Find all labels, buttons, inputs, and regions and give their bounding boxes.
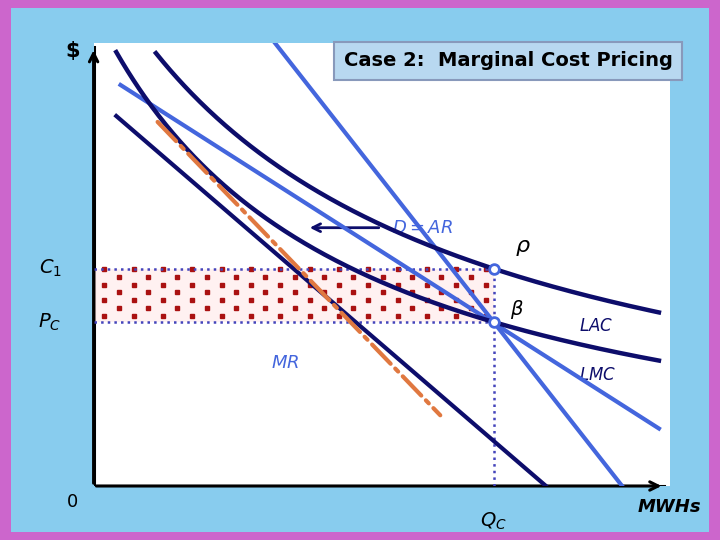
Text: $LMC$: $LMC$ xyxy=(579,366,616,384)
Text: $MR$: $MR$ xyxy=(271,354,300,372)
Text: MWHs: MWHs xyxy=(638,497,701,516)
Bar xyxy=(94,269,494,322)
Text: $C_1$: $C_1$ xyxy=(39,258,62,279)
Text: $P_C$: $P_C$ xyxy=(38,312,62,333)
Text: $\beta$: $\beta$ xyxy=(510,298,523,321)
Text: Case 2:  Marginal Cost Pricing: Case 2: Marginal Cost Pricing xyxy=(344,51,672,70)
Text: $LAC$: $LAC$ xyxy=(579,317,613,335)
Text: $D = AR$: $D = AR$ xyxy=(392,219,454,237)
Text: $\rho$: $\rho$ xyxy=(515,238,531,258)
Text: $: $ xyxy=(65,42,79,62)
Text: 0: 0 xyxy=(67,494,78,511)
Text: $Q_C$: $Q_C$ xyxy=(480,511,507,532)
